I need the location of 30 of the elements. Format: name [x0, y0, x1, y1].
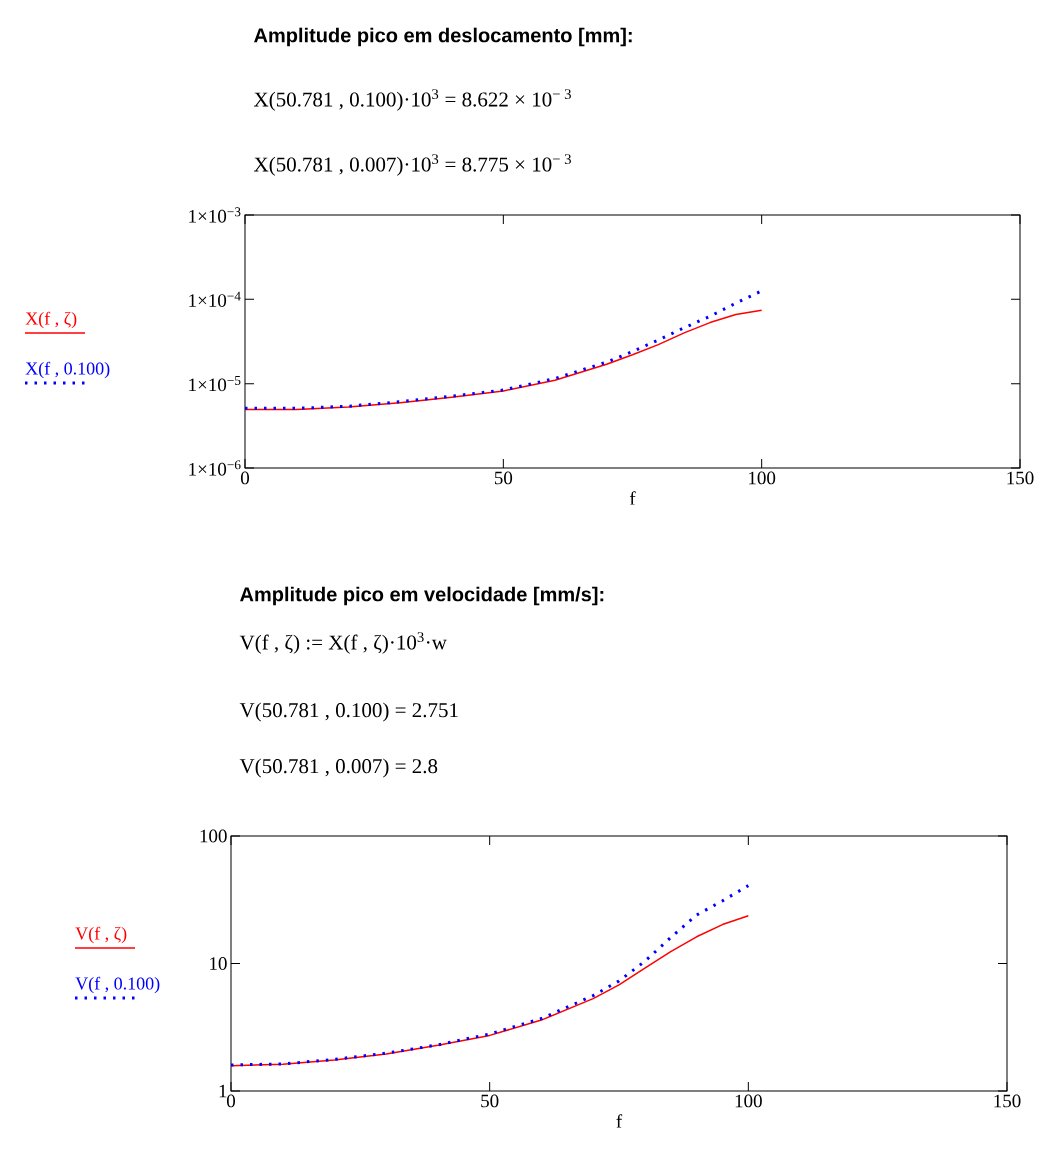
line-series — [244, 309, 763, 411]
text: X(f , ζ) — [25, 311, 77, 329]
chart-title: Amplitude pico em deslocamento [mm]: — [254, 27, 632, 47]
y-tick-label: 1×10$^{−5}$ — [189, 376, 241, 392]
y-tick-label: 1×10$^{−3}$ — [189, 207, 241, 223]
y-tick-label: 1×10$^{−6}$ — [189, 460, 241, 476]
text: X(50.781 , 0.007)·10$^{3}$ = 8.775 × 10$^{− 3}$ — [253, 154, 571, 176]
x-axis-title: f — [616, 1114, 623, 1128]
text: V(50.781 , 0.100) = 2.751 — [239, 702, 458, 722]
x-tick-label: 50 — [494, 471, 513, 485]
x-tick-label: 0 — [226, 1094, 236, 1108]
text: V(f , ζ) := X(f , ζ)·10$^{3}$·w — [239, 632, 447, 654]
x-axis-title: f — [629, 491, 636, 505]
x-tick-label: 150 — [994, 1094, 1021, 1108]
y-tick-label: 1×10$^{−4}$ — [189, 291, 241, 307]
y-tick-label: 100 — [200, 829, 227, 843]
text: X(50.781 , 0.100)·10$^{3}$ = 8.622 × 10$^{− 3}$ — [253, 89, 571, 111]
text: V(f , 0.100) — [75, 976, 160, 994]
x-tick-label: 100 — [735, 1094, 762, 1108]
y-tick-label: 10 — [210, 957, 227, 970]
x-tick-label: 50 — [481, 1094, 499, 1108]
chart-title: Amplitude pico em velocidade [mm/s]: — [240, 586, 604, 606]
y-tick-label: 1 — [219, 1084, 227, 1098]
line-series — [229, 884, 750, 1067]
x-tick-label: 0 — [240, 471, 250, 485]
text: X(f , 0.100) — [25, 361, 110, 379]
text: V(50.781 , 0.007) = 2.8 — [239, 758, 438, 778]
x-tick-label: 100 — [749, 471, 776, 485]
text: V(f , ζ) — [75, 926, 127, 944]
x-tick-label: 150 — [1007, 471, 1034, 485]
